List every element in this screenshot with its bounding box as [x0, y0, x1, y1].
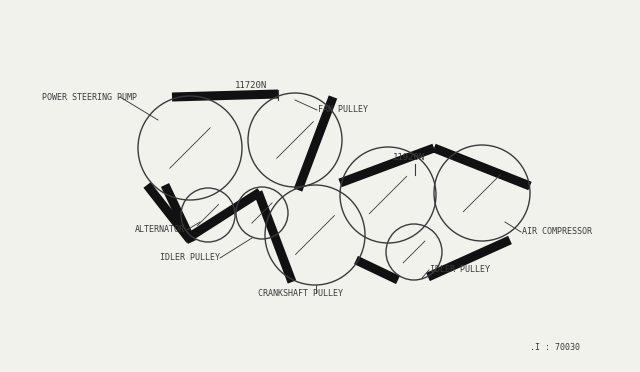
Text: 11920N: 11920N	[393, 154, 425, 163]
Text: FAN PULLEY: FAN PULLEY	[318, 106, 368, 115]
Text: IDLER PULLEY: IDLER PULLEY	[430, 266, 490, 275]
Text: IDLER PULLEY: IDLER PULLEY	[160, 253, 220, 263]
Text: AIR COMPRESSOR: AIR COMPRESSOR	[522, 228, 592, 237]
Text: CRANKSHAFT PULLEY: CRANKSHAFT PULLEY	[258, 289, 343, 298]
Text: ALTERNATOR: ALTERNATOR	[135, 225, 185, 234]
Text: 11720N: 11720N	[235, 80, 268, 90]
Text: .I : 70030: .I : 70030	[530, 343, 580, 353]
Text: POWER STEERING PUMP: POWER STEERING PUMP	[42, 93, 137, 102]
